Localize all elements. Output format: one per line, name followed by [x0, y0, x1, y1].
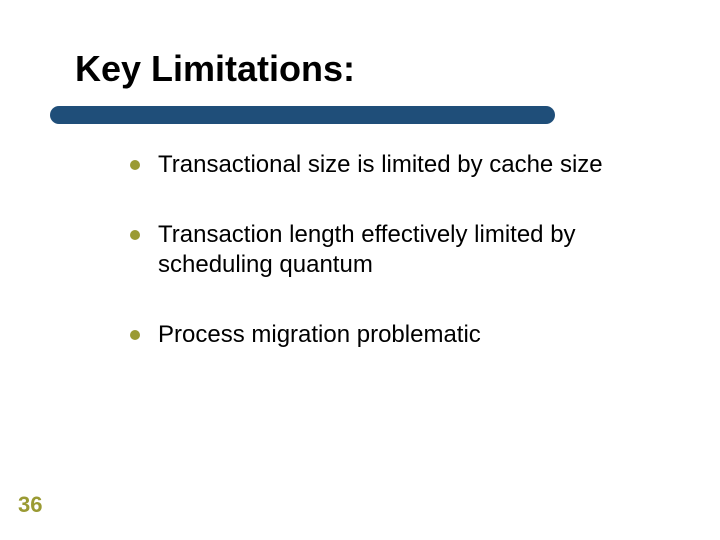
bullet-icon	[130, 330, 140, 340]
list-item: Transactional size is limited by cache s…	[130, 150, 660, 180]
bullet-text: Process migration problematic	[158, 320, 481, 350]
slide-title: Key Limitations:	[75, 48, 355, 90]
bullet-text: Transactional size is limited by cache s…	[158, 150, 603, 180]
slide: Key Limitations: Transactional size is l…	[0, 0, 720, 540]
bullet-icon	[130, 230, 140, 240]
bullet-list: Transactional size is limited by cache s…	[130, 150, 660, 390]
page-number: 36	[18, 492, 42, 518]
bullet-text: Transaction length effectively limited b…	[158, 220, 660, 280]
title-underline	[50, 106, 555, 124]
list-item: Process migration problematic	[130, 320, 660, 350]
list-item: Transaction length effectively limited b…	[130, 220, 660, 280]
bullet-icon	[130, 160, 140, 170]
